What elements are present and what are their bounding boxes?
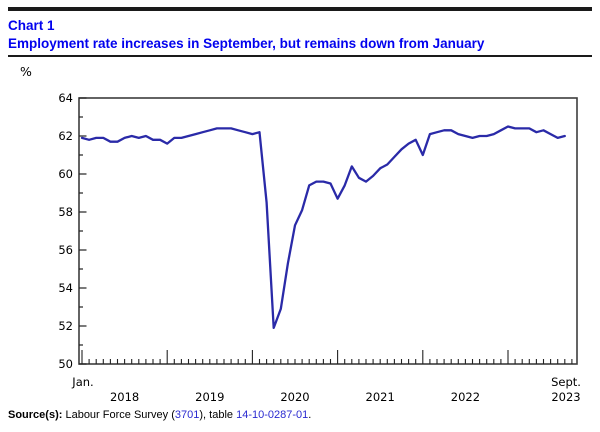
- x-axis-year-label: 2020: [280, 390, 309, 404]
- y-axis-tick-label: 62: [58, 129, 73, 143]
- x-axis-end-year-label: 2023: [551, 390, 580, 404]
- source-survey-link[interactable]: 3701: [174, 409, 200, 421]
- source-text: Labour Force Survey (: [62, 409, 175, 421]
- source-line: Source(s): Labour Force Survey (3701), t…: [8, 409, 311, 421]
- top-rule: [8, 7, 592, 11]
- source-text: ), table: [199, 409, 237, 421]
- x-axis-year-label: 2019: [195, 390, 224, 404]
- y-axis-tick-label: 56: [58, 243, 73, 257]
- plot-frame: [78, 97, 578, 365]
- y-axis-tick-label: 54: [58, 281, 73, 295]
- x-axis-end-month-label: Sept.: [551, 375, 581, 389]
- y-axis-tick-label: 60: [58, 167, 73, 181]
- x-axis-year-label: 2022: [451, 390, 480, 404]
- source-label: Source(s):: [8, 409, 63, 421]
- title-rule: [8, 55, 592, 57]
- y-axis-tick-label: 52: [58, 319, 73, 333]
- chart-title: Employment rate increases in September, …: [8, 36, 485, 51]
- y-axis-unit-label: %: [20, 64, 32, 79]
- x-axis-start-month-label: Jan.: [71, 375, 93, 389]
- chart-line: [80, 125, 566, 330]
- chart-number: Chart 1: [8, 18, 55, 33]
- source-text: .: [308, 409, 312, 421]
- y-axis-tick-label: 50: [58, 357, 73, 371]
- y-axis-tick-label: 58: [58, 205, 73, 219]
- employment-rate-chart: 50 52 54 56 58 60 62 64 Jan. 2018 2019 2020 2021 2022…: [58, 91, 581, 404]
- y-axis-tick-label: 64: [58, 91, 73, 105]
- x-axis-year-label: 2021: [366, 390, 395, 404]
- source-table-link[interactable]: 14-10-0287-01: [236, 409, 309, 421]
- x-axis-year-label: 2018: [110, 390, 139, 404]
